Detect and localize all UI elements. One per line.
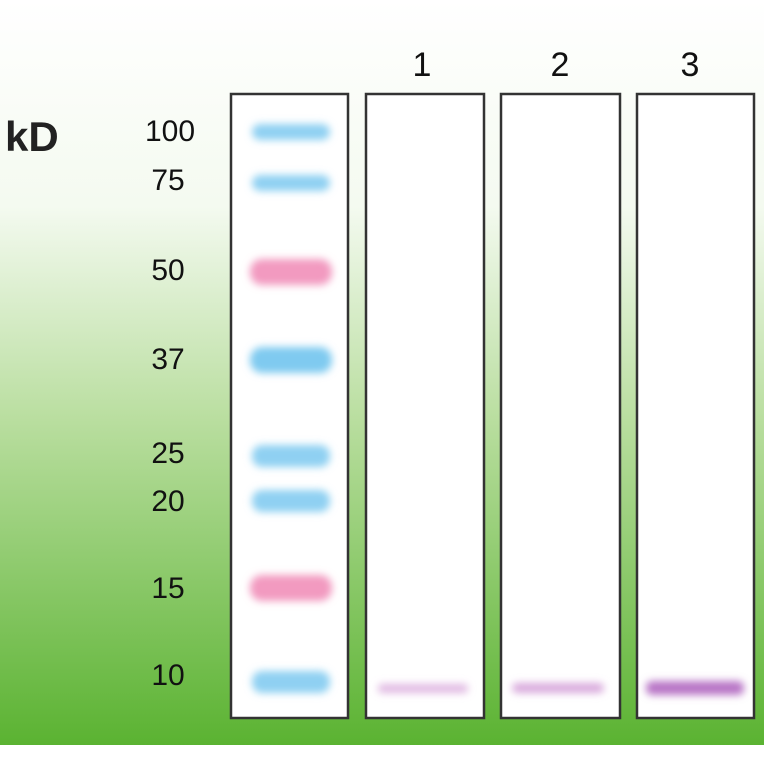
sample-band bbox=[512, 683, 604, 693]
ladder-band bbox=[252, 124, 330, 140]
ladder-band bbox=[252, 671, 330, 693]
marker-label: 25 bbox=[151, 437, 184, 470]
bottom-margin bbox=[0, 745, 764, 764]
sample-lane bbox=[364, 92, 486, 720]
lane-label: 3 bbox=[681, 46, 700, 84]
marker-label: 20 bbox=[151, 485, 184, 518]
lane-label: 1 bbox=[413, 46, 432, 84]
ladder-band bbox=[250, 575, 332, 601]
marker-label: 75 bbox=[151, 164, 184, 197]
lane-label: 2 bbox=[551, 46, 570, 84]
marker-label: 100 bbox=[145, 115, 195, 148]
sample-lane bbox=[635, 92, 756, 720]
ladder-band bbox=[252, 445, 330, 467]
marker-label: 15 bbox=[151, 572, 184, 605]
marker-label: 10 bbox=[151, 659, 184, 692]
ladder-band bbox=[250, 347, 332, 373]
ladder-band bbox=[250, 259, 332, 285]
sample-lane bbox=[499, 92, 622, 720]
sample-band bbox=[378, 684, 468, 693]
ladder-band bbox=[252, 490, 330, 512]
unit-label: kD bbox=[5, 113, 59, 160]
marker-label: 50 bbox=[151, 254, 184, 287]
sample-band bbox=[646, 681, 744, 695]
marker-label: 37 bbox=[151, 343, 184, 376]
ladder-lane bbox=[229, 92, 350, 720]
ladder-band bbox=[252, 175, 330, 191]
